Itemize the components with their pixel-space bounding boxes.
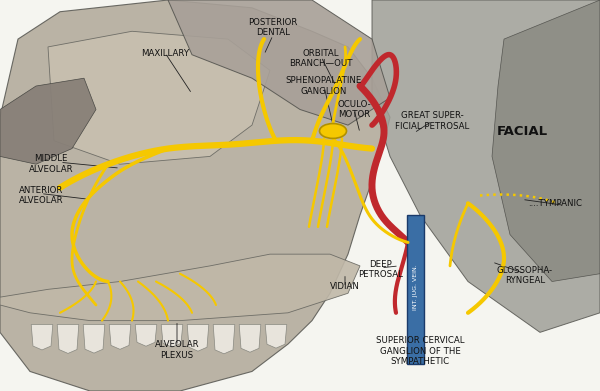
Polygon shape bbox=[265, 325, 287, 348]
Text: ALVEOLAR
PLEXUS: ALVEOLAR PLEXUS bbox=[155, 340, 199, 360]
Polygon shape bbox=[492, 0, 600, 282]
Text: VIDIAN: VIDIAN bbox=[330, 282, 360, 291]
Polygon shape bbox=[213, 325, 235, 354]
Polygon shape bbox=[83, 325, 105, 353]
Text: INT. JUG. VEIN.: INT. JUG. VEIN. bbox=[413, 264, 418, 310]
Polygon shape bbox=[239, 325, 261, 352]
Text: ANTERIOR
ALVEOLAR: ANTERIOR ALVEOLAR bbox=[19, 186, 63, 205]
Polygon shape bbox=[161, 325, 183, 347]
Polygon shape bbox=[0, 254, 360, 321]
Text: FACIAL: FACIAL bbox=[496, 125, 548, 138]
Polygon shape bbox=[31, 325, 53, 350]
Text: SPHENOPALATINE
GANGLION: SPHENOPALATINE GANGLION bbox=[286, 76, 362, 96]
Polygon shape bbox=[135, 325, 157, 346]
Text: OCULO-
MOTOR: OCULO- MOTOR bbox=[337, 100, 371, 119]
Polygon shape bbox=[48, 31, 270, 164]
Text: ....TYMPANIC: ....TYMPANIC bbox=[528, 199, 582, 208]
Text: GLOSSOPHA-
RYNGEAL: GLOSSOPHA- RYNGEAL bbox=[497, 266, 553, 285]
Text: DEEP
PETROSAL: DEEP PETROSAL bbox=[359, 260, 403, 280]
Polygon shape bbox=[57, 325, 79, 353]
Text: SUPERIOR CERVICAL
GANGLION OF THE
SYMPATHETIC: SUPERIOR CERVICAL GANGLION OF THE SYMPAT… bbox=[376, 336, 464, 366]
Text: MIDDLE
ALVEOLAR: MIDDLE ALVEOLAR bbox=[29, 154, 73, 174]
Text: POSTERIOR
DENTAL: POSTERIOR DENTAL bbox=[248, 18, 298, 37]
Polygon shape bbox=[372, 0, 600, 332]
Polygon shape bbox=[168, 0, 390, 125]
Ellipse shape bbox=[320, 124, 347, 138]
Polygon shape bbox=[187, 325, 209, 351]
Text: GREAT SUPER-
FICIAL PETROSAL: GREAT SUPER- FICIAL PETROSAL bbox=[395, 111, 469, 131]
Polygon shape bbox=[0, 0, 390, 391]
Bar bbox=[407, 215, 424, 364]
Polygon shape bbox=[109, 325, 131, 349]
Text: MAXILLARY: MAXILLARY bbox=[141, 49, 189, 58]
Polygon shape bbox=[0, 78, 96, 164]
Text: ORBITAL
BRANCH—OUT: ORBITAL BRANCH—OUT bbox=[289, 49, 353, 68]
